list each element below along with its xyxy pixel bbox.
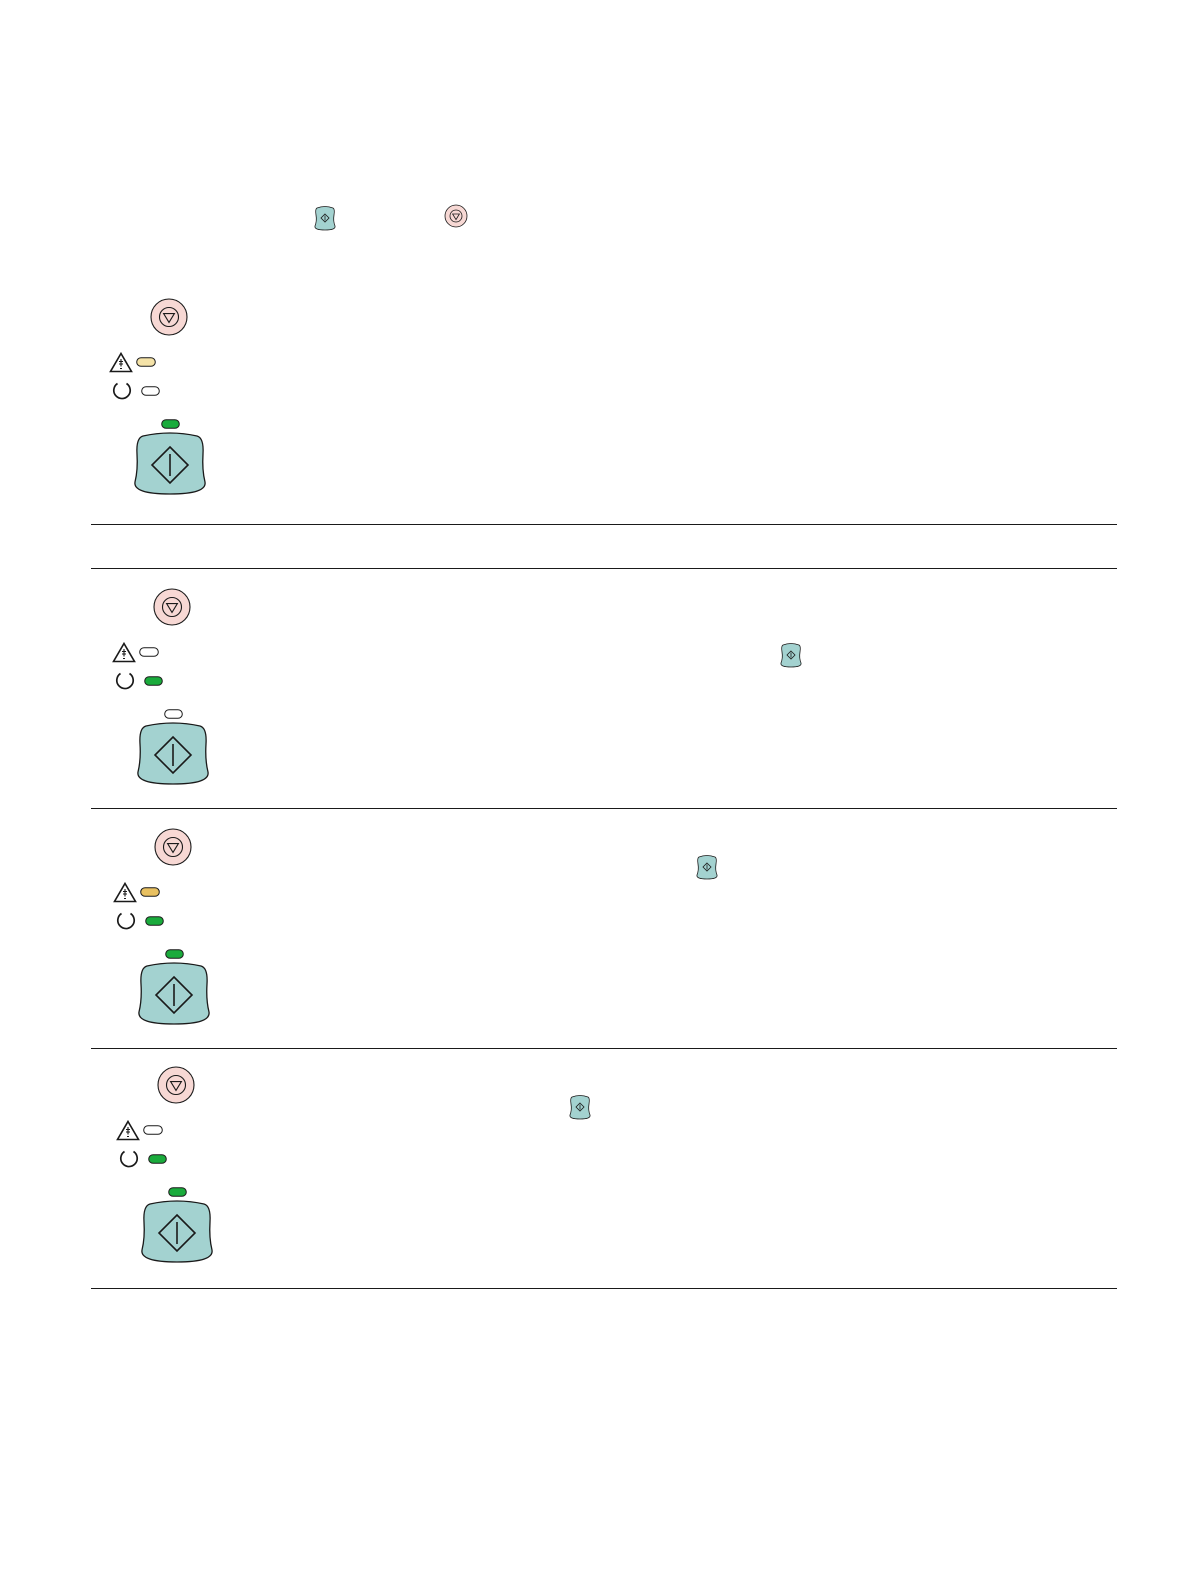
go-button-icon	[780, 643, 802, 668]
cancel-button-icon	[444, 204, 468, 228]
attention-icon	[109, 351, 133, 373]
attention-led	[136, 357, 156, 367]
ready-icon	[117, 912, 135, 930]
attention-icon	[113, 881, 137, 903]
attention-icon	[116, 1119, 140, 1141]
go-button-icon[interactable]	[133, 432, 207, 496]
go-button-icon	[696, 855, 718, 880]
go-button-icon	[314, 206, 336, 231]
ready-icon	[113, 382, 131, 400]
ready-led	[148, 1154, 167, 1164]
cancel-button-icon[interactable]	[157, 1066, 195, 1104]
go-button-icon[interactable]	[140, 1200, 214, 1264]
attention-led	[139, 647, 159, 657]
go-led	[161, 419, 180, 429]
divider	[91, 524, 1117, 525]
go-led	[165, 949, 184, 959]
divider	[91, 808, 1117, 809]
go-button-icon[interactable]	[137, 962, 211, 1026]
ready-led	[141, 386, 160, 396]
attention-led	[140, 887, 160, 897]
attention-led	[143, 1125, 163, 1135]
ready-icon	[120, 1150, 138, 1168]
go-led	[164, 709, 183, 719]
go-led	[168, 1187, 187, 1197]
cancel-button-icon[interactable]	[154, 828, 192, 866]
cancel-button-icon[interactable]	[150, 298, 188, 336]
divider	[91, 1288, 1117, 1289]
divider	[91, 568, 1117, 569]
go-button-icon[interactable]	[136, 722, 210, 786]
attention-icon	[112, 641, 136, 663]
ready-icon	[116, 672, 134, 690]
ready-led	[144, 676, 163, 686]
cancel-button-icon[interactable]	[153, 588, 191, 626]
divider	[91, 1048, 1117, 1049]
ready-led	[145, 916, 164, 926]
go-button-icon	[569, 1095, 591, 1120]
